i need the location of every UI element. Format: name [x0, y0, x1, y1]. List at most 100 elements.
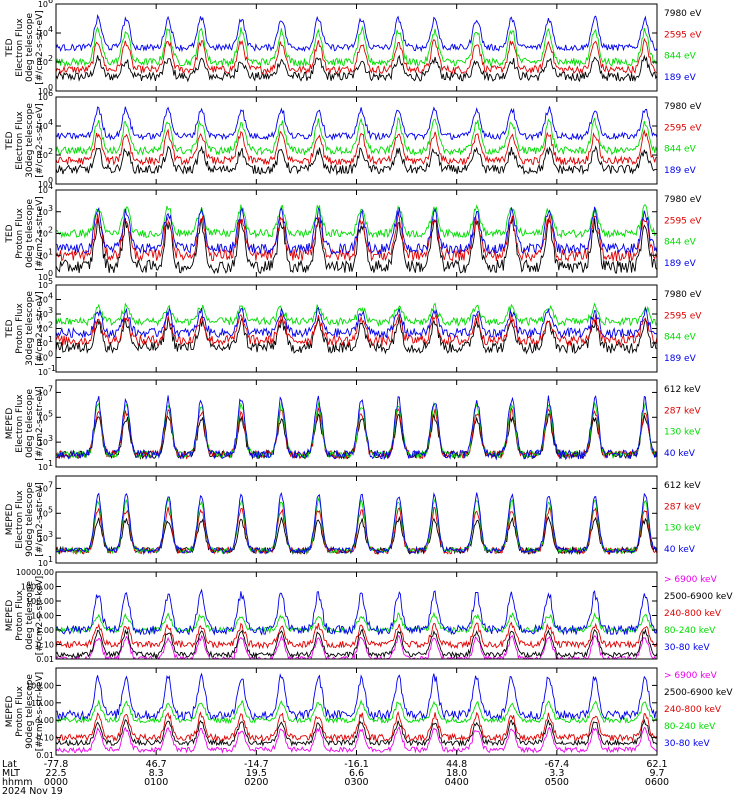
panel-7-ytick-label-6: 1000.00 — [21, 583, 54, 592]
panel-7-ytick-label-3: 1.00 — [36, 626, 54, 635]
panel-2-legend-4: 189 eV — [664, 166, 697, 176]
panel-8-legend-5: 30-80 keV — [664, 739, 710, 749]
panel-7-ytick-label-5: 100.00 — [26, 597, 54, 606]
x-tick-lat-4: -16.1 — [344, 759, 369, 770]
panel-4-ytick-label-5: 10 — [38, 310, 48, 319]
x-tick-mlt-1: 22.5 — [45, 768, 66, 779]
panel-4-ytick-label-3: 10 — [38, 339, 48, 348]
panel-5-legend-1: 612 keV — [664, 385, 701, 395]
panel-4-series-4-line — [55, 306, 658, 339]
panel-5-legend-2: 287 keV — [664, 406, 701, 416]
panel-5-ytick-label-1: 10 — [38, 463, 48, 472]
panel-1-series-4-line — [55, 13, 658, 53]
panel-2-series-4-line — [55, 106, 658, 142]
x-tick-hhmm-2: 0100 — [144, 777, 168, 788]
panel-1-ytick-exp-1: 0 — [48, 83, 53, 92]
panel-3-series-1-line — [55, 217, 658, 275]
panel-4-frame — [55, 284, 658, 373]
panel-4-ylabel: TEDProton Flux30deg telescope[#/cm2-s-st… — [5, 291, 45, 366]
panel-5-ytick-label-4: 10 — [38, 388, 48, 397]
panel-8-series-2-line — [55, 718, 658, 747]
panel-8-series-1-line — [55, 726, 658, 754]
x-tick-lat-2: 46.7 — [146, 759, 167, 770]
panel-4-legend-2: 2595 eV — [664, 311, 702, 321]
panel-4-series-3-line — [55, 302, 658, 328]
panel-1-legend-4: 189 eV — [664, 73, 697, 83]
x-row-label-hhmm: hhmm — [2, 777, 33, 788]
panel-4-series-1-line — [55, 316, 658, 355]
panel-3-ytick-exp-5: 4 — [48, 182, 53, 191]
panel-7-ylabel: MEPEDProton Flux0deg telescope[#/cm2-s-s… — [5, 576, 45, 655]
panel-8-legend-4: 80-240 keV — [664, 722, 716, 732]
panel-3-series-4-line — [55, 206, 658, 256]
panel-1-ytick-exp-4: 6 — [48, 0, 53, 5]
panel-1-ylabel: TEDElectron Flux0deg telescope[#/cm2-s-s… — [5, 10, 45, 85]
panel-2-ytick-exp-1: 0 — [48, 176, 53, 185]
panel-8-series-5-line — [55, 672, 658, 721]
panel-7-ytick-label-7: 10000.00 — [16, 568, 54, 577]
panel-3-ytick-exp-1: 0 — [48, 269, 53, 278]
panel-1-ytick-label-4: 10 — [38, 0, 48, 9]
panel-3-ylabel: TEDProton Flux0deg telescope[#/cm2-s-str… — [5, 196, 45, 271]
panel-1-ytick-label-3: 10 — [38, 29, 48, 38]
panel-7-legend-3: 240-800 keV — [664, 609, 722, 619]
panel-1-frame — [55, 3, 658, 92]
panel-8-ylabel: MEPEDProton Flux90deg telescope[#/cm2-s-… — [5, 672, 45, 751]
x-tick-lat-6: -67.4 — [545, 759, 570, 770]
x-tick-lat-3: -14.7 — [244, 759, 269, 770]
x-tick-hhmm-6: 0500 — [545, 777, 569, 788]
panel-5-ytick-label-2: 10 — [38, 438, 48, 447]
panel-7-ytick-label-4: 10.00 — [31, 612, 54, 621]
panel-8-series-3-line — [55, 710, 658, 743]
panel-5-ytick-exp-1: 1 — [48, 459, 53, 468]
panel-4-legend-3: 844 eV — [664, 333, 697, 343]
panel-6-series-3-line — [55, 496, 658, 555]
panel-1-ytick-exp-2: 2 — [48, 54, 53, 63]
panel-6-legend-2: 287 keV — [664, 502, 701, 512]
panel-8-ytick-label-5: 100.00 — [26, 681, 54, 690]
panel-3-ytick-exp-2: 1 — [48, 247, 53, 256]
panel-7-legend-5: 30-80 keV — [664, 643, 710, 653]
panel-6-legend-1: 612 keV — [664, 481, 701, 491]
panel-2-ylabel: TEDElectron Flux30deg telescope[#/cm2-s-… — [5, 103, 45, 178]
panel-5-legend-3: 130 keV — [664, 428, 701, 438]
panel-5-ylabel: MEPEDElectron Flux0deg telescope[#/cm2-s… — [5, 386, 45, 461]
panel-6-legend-3: 130 keV — [664, 524, 701, 534]
panel-4-ytick-label-4: 10 — [38, 325, 48, 334]
x-tick-mlt-4: 6.6 — [349, 768, 364, 779]
panel-4-ytick-exp-3: 1 — [48, 335, 53, 344]
panel-3-legend-2: 2595 eV — [664, 216, 702, 226]
panel-8-ytick-label-4: 10.00 — [31, 699, 54, 708]
x-date-label: 2024 Nov 19 — [2, 786, 63, 797]
panel-6-ytick-label-3: 10 — [38, 509, 48, 518]
panel-5-ytick-exp-3: 5 — [48, 409, 53, 418]
panel-4-ytick-label-7: 10 — [38, 281, 48, 290]
panel-4-ytick-exp-7: 5 — [48, 277, 53, 286]
panel-2-ytick-label-4: 10 — [38, 93, 48, 102]
panel-1-legend-1: 7980 eV — [664, 9, 702, 19]
panel-6-ytick-exp-1: 1 — [48, 555, 53, 564]
panel-8-ytick-label-2: 0.10 — [36, 734, 54, 743]
panel-2-ytick-label-1: 10 — [38, 180, 48, 189]
panel-3-series-3-line — [56, 204, 658, 239]
panel-3-ytick-exp-3: 2 — [48, 226, 53, 235]
panel-4-ytick-exp-4: 2 — [48, 321, 53, 330]
x-tick-lat-5: 44.8 — [446, 759, 467, 770]
x-tick-hhmm-1: 0000 — [44, 777, 68, 788]
panel-7: > 6900 keV 2500-6900 keV 240-800 keV 80-240… — [5, 568, 733, 664]
panel-3-legend-3: 844 eV — [664, 238, 697, 248]
x-row-label-lat: Lat — [2, 759, 17, 770]
x-tick-lat-1: -77.8 — [44, 759, 69, 770]
panel-6-ytick-exp-2: 3 — [48, 530, 53, 539]
panel-6-series-4-line — [55, 491, 658, 555]
panel-6-ylabel: MEPEDElectron Flux90deg telescope[#/cm2-… — [5, 482, 45, 557]
x-tick-mlt-5: 18.0 — [446, 768, 467, 779]
panel-4-legend-4: 189 eV — [664, 354, 697, 364]
panel-2-series-3-line — [55, 116, 658, 156]
